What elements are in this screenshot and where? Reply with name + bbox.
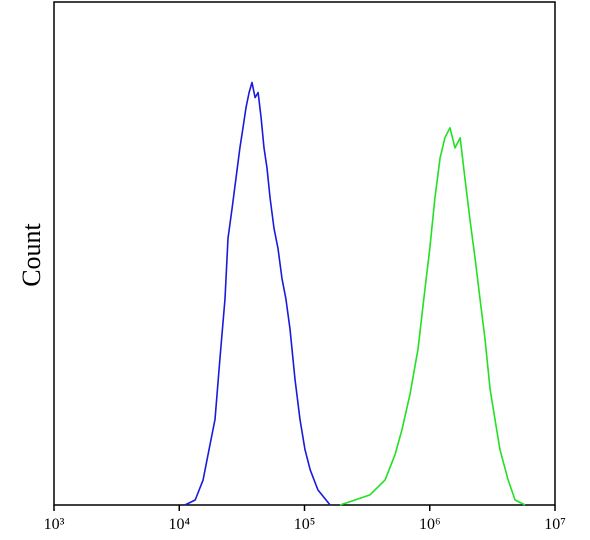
plot-frame [53,1,556,506]
y-axis-label: Count [17,222,46,286]
x-tick-label: 10⁷ [544,516,566,533]
x-tick-label: 10⁵ [294,516,316,533]
x-tick-label: 10³ [44,516,65,533]
x-tick-label: 10⁴ [168,516,190,533]
histogram-line [184,81,331,506]
x-tick-label: 10⁶ [419,516,441,533]
histogram-line [339,127,526,506]
